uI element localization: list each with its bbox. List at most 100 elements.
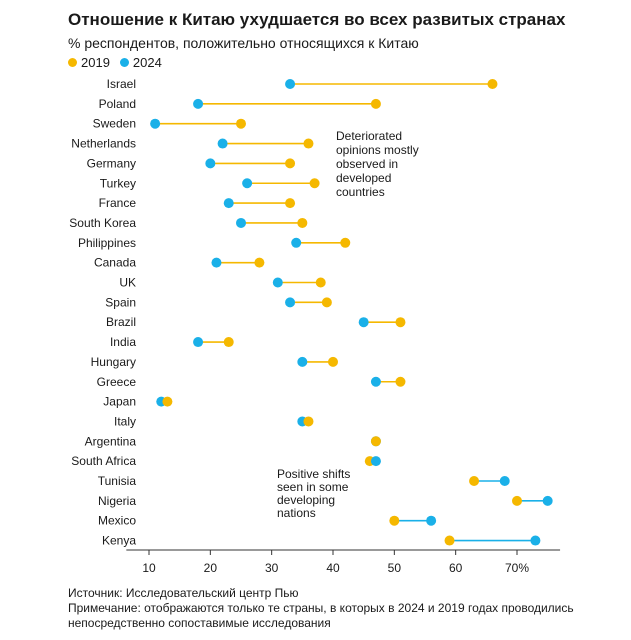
x-tick-label-50: 50 <box>388 561 402 575</box>
dot-2019-greece <box>395 376 406 387</box>
dot-2019-germany <box>285 158 296 169</box>
category-label-poland: Poland <box>99 97 136 111</box>
category-label-spain: Spain <box>105 295 136 309</box>
annotation-deteriorated-line-2: opinions mostly <box>336 143 419 157</box>
legend-label-2024: 2024 <box>132 55 162 70</box>
dot-2019-uk <box>315 277 326 288</box>
annotations: Deteriorated opinions mostly observed in… <box>277 129 419 520</box>
annotation-deteriorated-line-1: Deteriorated <box>336 129 402 143</box>
dot-2024-south-africa <box>370 456 381 467</box>
dot-2019-spain <box>321 297 332 308</box>
annotation-positive-line-2: seen in some <box>277 480 349 494</box>
dot-2019-south-korea <box>297 217 308 228</box>
row-south-korea: South Korea <box>69 216 308 230</box>
dot-2024-mexico <box>426 515 437 526</box>
row-tunisia: Tunisia <box>98 474 510 488</box>
category-label-argentina: Argentina <box>85 434 137 448</box>
dot-2024-brazil <box>358 317 369 328</box>
row-france: France <box>99 196 296 210</box>
dot-2024-poland <box>193 98 204 109</box>
row-india: India <box>110 335 234 349</box>
x-tick-label-70: 70% <box>505 561 529 575</box>
annotation-positive-line-3: developing <box>277 493 335 507</box>
category-label-france: France <box>99 196 137 210</box>
source-note: Источник: Исследовательский центр Пью <box>68 586 299 600</box>
row-poland: Poland <box>99 97 381 111</box>
row-germany: Germany <box>87 156 296 170</box>
dot-2019-brazil <box>395 317 406 328</box>
dot-2024-nigeria <box>542 495 553 506</box>
annotation-positive-line-4: nations <box>277 506 316 520</box>
category-label-japan: Japan <box>103 395 136 409</box>
dot-2024-germany <box>205 158 216 169</box>
row-south-africa: South Africa <box>71 454 381 468</box>
row-argentina: Argentina <box>85 434 381 448</box>
dot-2024-hungary <box>297 356 308 367</box>
annotation-deteriorated-line-5: countries <box>336 185 385 199</box>
row-canada: Canada <box>94 256 265 270</box>
row-nigeria: Nigeria <box>98 494 553 508</box>
footer: Источник: Исследовательский центр Пью Пр… <box>68 586 574 631</box>
chart-title: Отношение к Китаю ухудшается во всех раз… <box>68 10 566 29</box>
dot-2019-italy <box>303 416 314 427</box>
dot-2019-mexico <box>389 515 400 526</box>
dot-2024-netherlands <box>217 138 228 149</box>
legend-swatch-2024 <box>119 58 129 67</box>
dot-2024-canada <box>211 257 222 268</box>
annotation-deteriorated-line-3: observed in <box>336 157 398 171</box>
category-label-uk: UK <box>119 276 136 290</box>
category-label-hungary: Hungary <box>91 355 136 369</box>
annotation-deteriorated-line-4: developed <box>336 171 391 185</box>
category-label-nigeria: Nigeria <box>98 494 136 508</box>
dot-2019-kenya <box>444 535 455 546</box>
dot-2019-netherlands <box>303 138 314 149</box>
row-philippines: Philippines <box>78 236 351 250</box>
row-israel: Israel <box>107 77 498 91</box>
dot-2024-south-korea <box>236 217 246 228</box>
dot-2019-tunisia <box>469 476 480 486</box>
category-label-italy: Italy <box>114 414 136 428</box>
category-label-mexico: Mexico <box>98 514 136 528</box>
category-label-tunisia: Tunisia <box>98 474 137 488</box>
dot-2024-sweden <box>150 118 161 129</box>
dot-2019-france <box>285 198 296 209</box>
dot-2024-india <box>193 337 204 348</box>
category-label-greece: Greece <box>97 375 137 389</box>
category-label-netherlands: Netherlands <box>71 137 136 151</box>
dot-2024-uk <box>272 277 283 288</box>
methodology-note-line-2: непосредственно сопоставимые исследовани… <box>68 616 331 630</box>
category-label-sweden: Sweden <box>93 117 136 131</box>
dot-2024-kenya <box>530 535 541 546</box>
annotation-positive-line-1: Positive shifts <box>277 467 350 481</box>
legend-swatch-2019 <box>68 58 77 67</box>
x-tick-label-30: 30 <box>265 561 279 575</box>
row-netherlands: Netherlands <box>71 137 314 151</box>
row-kenya: Kenya <box>102 534 541 548</box>
x-axis: 10 20 30 40 50 60 70% <box>126 549 561 575</box>
dot-2019-poland <box>370 98 381 109</box>
category-label-kenya: Kenya <box>102 534 136 548</box>
dumbbell-chart: Israel Poland Sweden Netherlands Germany Turk… <box>69 77 561 575</box>
dot-2024-philippines <box>291 237 302 248</box>
legend-item-2024: 2024 <box>119 55 162 70</box>
x-tick-label-10: 10 <box>142 561 156 575</box>
category-label-turkey: Turkey <box>100 176 136 190</box>
x-tick-label-60: 60 <box>449 561 463 575</box>
dot-2019-turkey <box>309 178 320 189</box>
dot-2019-israel <box>487 79 498 89</box>
dot-2019-canada <box>254 257 265 268</box>
row-spain: Spain <box>105 295 332 309</box>
category-label-south-africa: South Africa <box>71 454 136 468</box>
category-label-canada: Canada <box>94 256 136 270</box>
dot-2019-philippines <box>340 237 351 248</box>
dot-2019-sweden <box>236 118 246 129</box>
category-label-south-korea: South Korea <box>69 216 136 230</box>
category-label-india: India <box>110 335 136 349</box>
dot-2024-tunisia <box>499 476 510 486</box>
row-japan: Japan <box>103 395 173 409</box>
row-greece: Greece <box>97 375 406 389</box>
dot-2019-hungary <box>328 356 338 367</box>
x-tick-label-20: 20 <box>204 561 218 575</box>
chart-rows: Israel Poland Sweden Netherlands Germany Turk… <box>69 77 553 548</box>
dot-2019-nigeria <box>512 495 522 506</box>
